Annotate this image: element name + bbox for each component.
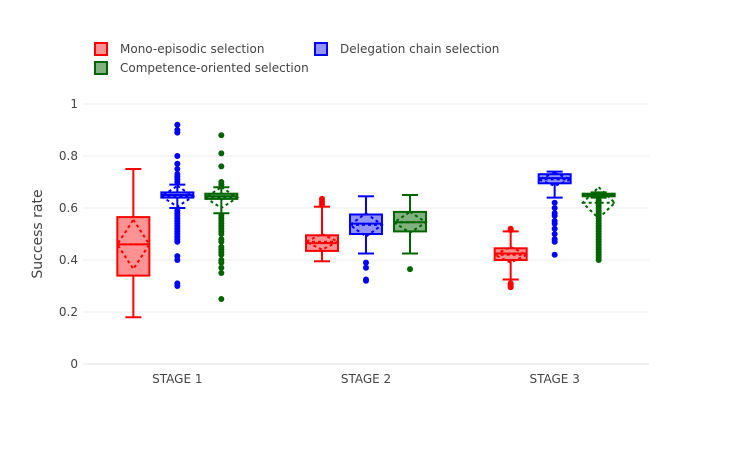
outlier-point [507,280,514,287]
outlier-point [551,199,558,206]
outlier-point [174,280,181,287]
y-axis-title: Success rate [30,189,46,278]
legend-label: Mono-episodic selection [120,42,264,56]
box-group [392,194,428,273]
iqr-box [116,216,151,277]
outlier-point [174,153,181,159]
y-tick-label: 0.6 [59,201,78,215]
sd-diamond [116,217,151,271]
outlier-point [551,251,558,258]
box-group [303,195,341,263]
outlier-point [218,244,225,250]
sd-diamond [203,186,240,210]
outlier-point [174,207,181,214]
x-tick-label: STAGE 3 [529,372,579,386]
sd-diamond [392,210,428,234]
box-group [492,225,529,291]
outlier-point [551,210,558,217]
outlier-point [218,212,225,219]
legend[interactable]: Mono-episodic selection Delegation chain … [94,42,499,75]
y-tick-label: 0.2 [59,305,78,319]
outlier-point [218,236,225,243]
box-traces [116,121,617,319]
outlier-point [218,150,225,157]
outlier-point [551,218,558,224]
y-tick-label: 1 [70,97,78,111]
y-tick-label: 0.4 [59,253,78,267]
outlier-point [218,264,225,271]
box-group [348,195,384,284]
legend-label: Delegation chain selection [340,42,499,56]
box-group [581,185,617,263]
sd-diamond [159,184,196,208]
outlier-point [507,225,514,232]
outlier-point [218,270,225,276]
outlier-point [174,121,181,128]
outlier-point [218,296,225,302]
x-tick-label: STAGE 2 [341,372,391,386]
x-tick-labels: STAGE 1 STAGE 2 STAGE 3 [152,372,580,386]
outlier-point [174,253,181,260]
legend-swatch [94,42,108,56]
outlier-point [218,163,225,170]
outlier-point [551,236,558,243]
outlier-point [174,160,181,167]
y-tick-labels: 0 0.2 0.4 0.6 0.8 1 [59,97,78,371]
outlier-point [174,166,181,172]
outlier-point [363,276,369,283]
x-tick-label: STAGE 1 [152,372,202,386]
legend-item[interactable]: Competence-oriented selection [94,61,309,75]
sd-diamond [348,211,384,238]
outlier-point [363,259,369,266]
y-tick-label: 0 [70,357,78,371]
outlier-point [551,231,558,237]
box-group [203,132,240,302]
legend-item[interactable]: Delegation chain selection [314,42,499,56]
legend-swatch [94,61,108,75]
outlier-point [218,132,225,139]
outlier-point [218,257,225,263]
outlier-point [174,127,181,133]
outlier-point [174,171,181,178]
legend-item[interactable]: Mono-episodic selection [94,42,264,56]
outlier-point [218,179,225,185]
legend-label: Competence-oriented selection [120,61,309,75]
outlier-point [551,225,558,232]
outlier-point [551,205,558,211]
outlier-point [363,264,369,271]
outlier-point [319,195,325,202]
box-group [159,121,196,289]
y-tick-label: 0.8 [59,149,78,163]
outlier-point [407,266,413,273]
box-group [116,168,151,319]
outlier-point [595,197,602,204]
box-group [536,170,574,258]
legend-swatch [314,42,328,56]
